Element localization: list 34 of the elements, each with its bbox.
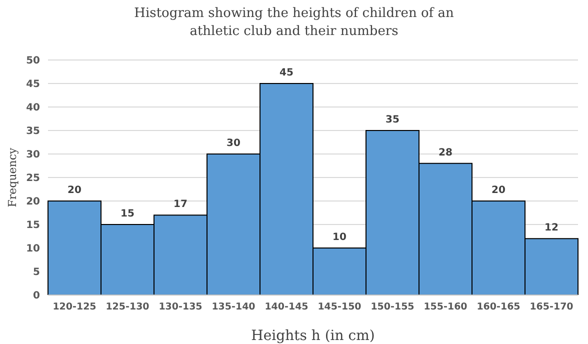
y-tick-label: 35	[26, 126, 40, 138]
data-label: 20	[492, 185, 506, 196]
data-label: 12	[544, 222, 558, 234]
data-label: 30	[226, 138, 240, 149]
y-tick-label: 50	[26, 56, 40, 67]
y-tick-label: 15	[26, 220, 40, 232]
data-label: 20	[68, 185, 82, 196]
data-label: 17	[174, 199, 188, 210]
x-tick-label: 130-135	[158, 302, 202, 313]
x-tick-label: 155-160	[424, 302, 468, 313]
y-tick-label: 5	[33, 267, 40, 278]
data-label: 35	[386, 114, 400, 126]
y-tick-label: 20	[26, 196, 40, 208]
y-tick-label: 0	[33, 290, 40, 302]
x-tick-label: 140-145	[264, 302, 308, 313]
chart-title: Histogram showing the heights of children of an athletic club and their numbers	[134, 5, 454, 41]
x-tick-label: 160-165	[476, 302, 520, 313]
y-axis-title: Frequency	[6, 146, 19, 208]
x-tick-label: 165-170	[530, 302, 574, 313]
x-axis-title: Heights h (in cm)	[251, 328, 375, 344]
y-tick-label: 30	[26, 150, 40, 161]
y-tick-label: 10	[26, 244, 40, 255]
data-label: 28	[438, 147, 452, 158]
x-tick-label: 150-155	[370, 302, 414, 313]
y-tick-label: 25	[26, 173, 40, 184]
x-tick-label: 120-125	[52, 302, 96, 313]
y-tick-label: 45	[26, 79, 40, 90]
data-label: 10	[332, 232, 346, 243]
y-tick-label: 40	[26, 102, 40, 114]
data-label: 15	[120, 208, 134, 220]
x-tick-label: 125-130	[106, 302, 150, 313]
x-tick-label: 135-140	[212, 302, 256, 313]
x-tick-label: 145-150	[318, 302, 362, 313]
data-label: 45	[280, 68, 294, 78]
